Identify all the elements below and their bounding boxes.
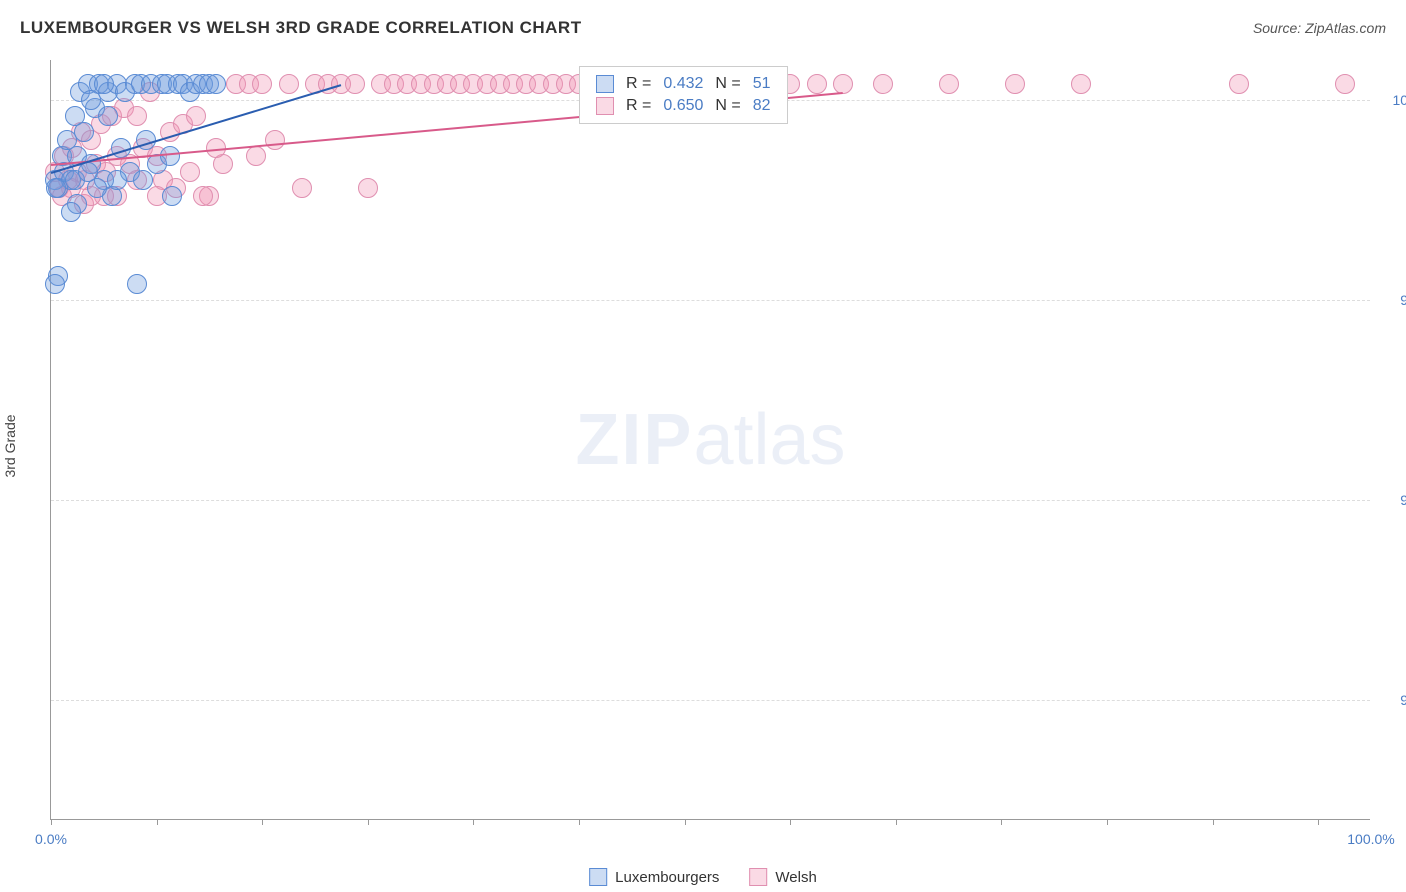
scatter-point-welsh <box>833 74 853 94</box>
x-tick <box>1318 819 1319 825</box>
stats-n-label: N = <box>715 75 740 93</box>
legend-swatch-lux <box>589 868 607 886</box>
stats-n-value: 51 <box>753 75 771 93</box>
scatter-point-welsh <box>1335 74 1355 94</box>
scatter-point-lux <box>98 106 118 126</box>
watermark-atlas: atlas <box>693 400 845 480</box>
y-tick-label: 97.5% <box>1380 292 1406 308</box>
scatter-point-lux <box>94 74 114 94</box>
stats-row-welsh: R = 0.650 N = 82 <box>596 95 771 117</box>
legend-item-lux: Luxembourgers <box>589 868 719 886</box>
scatter-point-welsh <box>279 74 299 94</box>
watermark-zip: ZIP <box>575 400 693 480</box>
chart-title: LUXEMBOURGER VS WELSH 3RD GRADE CORRELAT… <box>20 18 582 38</box>
stats-n-value: 82 <box>753 97 771 115</box>
scatter-point-lux <box>78 162 98 182</box>
scatter-point-welsh <box>1229 74 1249 94</box>
legend-label: Welsh <box>775 869 816 886</box>
scatter-point-welsh <box>873 74 893 94</box>
gridline <box>51 700 1370 701</box>
scatter-point-welsh <box>345 74 365 94</box>
scatter-point-lux <box>127 274 147 294</box>
stats-n-label: N = <box>715 97 740 115</box>
scatter-point-lux <box>45 274 65 294</box>
x-tick-label: 0.0% <box>35 831 67 847</box>
x-tick <box>473 819 474 825</box>
y-tick-label: 100.0% <box>1380 92 1406 108</box>
scatter-point-welsh <box>127 106 147 126</box>
legend: Luxembourgers Welsh <box>589 868 817 886</box>
x-tick <box>262 819 263 825</box>
stats-swatch-lux <box>596 75 614 93</box>
scatter-point-welsh <box>358 178 378 198</box>
x-tick <box>51 819 52 825</box>
scatter-point-lux <box>46 178 66 198</box>
x-tick <box>1107 819 1108 825</box>
gridline <box>51 500 1370 501</box>
x-tick <box>896 819 897 825</box>
scatter-point-welsh <box>252 74 272 94</box>
scatter-point-welsh <box>180 162 200 182</box>
legend-item-welsh: Welsh <box>749 868 816 886</box>
stats-r-label: R = <box>626 97 651 115</box>
scatter-point-lux <box>206 74 226 94</box>
gridline <box>51 300 1370 301</box>
x-tick <box>1213 819 1214 825</box>
x-tick <box>579 819 580 825</box>
scatter-point-welsh <box>246 146 266 166</box>
plot-area: ZIPatlas 92.5%95.0%97.5%100.0%0.0%100.0%… <box>50 60 1370 820</box>
scatter-point-welsh <box>1071 74 1091 94</box>
scatter-point-lux <box>162 186 182 206</box>
y-axis-label: 3rd Grade <box>2 414 18 477</box>
x-tick <box>1001 819 1002 825</box>
scatter-point-lux <box>107 170 127 190</box>
y-tick-label: 92.5% <box>1380 692 1406 708</box>
scatter-point-lux <box>160 146 180 166</box>
stats-row-lux: R = 0.432 N = 51 <box>596 73 771 95</box>
x-tick <box>685 819 686 825</box>
scatter-point-welsh <box>807 74 827 94</box>
stats-swatch-welsh <box>596 97 614 115</box>
x-tick <box>157 819 158 825</box>
legend-label: Luxembourgers <box>615 869 719 886</box>
scatter-point-lux <box>74 122 94 142</box>
watermark: ZIPatlas <box>575 399 845 481</box>
chart-header: LUXEMBOURGER VS WELSH 3RD GRADE CORRELAT… <box>20 18 1386 38</box>
legend-swatch-welsh <box>749 868 767 886</box>
stats-r-value: 0.650 <box>663 97 703 115</box>
x-tick-label: 100.0% <box>1347 831 1394 847</box>
scatter-point-lux <box>133 170 153 190</box>
stats-r-value: 0.432 <box>663 75 703 93</box>
y-tick-label: 95.0% <box>1380 492 1406 508</box>
scatter-point-welsh <box>193 186 213 206</box>
scatter-point-welsh <box>939 74 959 94</box>
stats-r-label: R = <box>626 75 651 93</box>
chart-source: Source: ZipAtlas.com <box>1253 20 1386 36</box>
scatter-point-welsh <box>292 178 312 198</box>
x-tick <box>790 819 791 825</box>
scatter-point-welsh <box>265 130 285 150</box>
scatter-point-lux <box>61 202 81 222</box>
scatter-point-welsh <box>1005 74 1025 94</box>
scatter-point-welsh <box>186 106 206 126</box>
stats-box: R = 0.432 N = 51 R = 0.650 N = 82 <box>579 66 788 124</box>
scatter-point-lux <box>81 90 101 110</box>
x-tick <box>368 819 369 825</box>
